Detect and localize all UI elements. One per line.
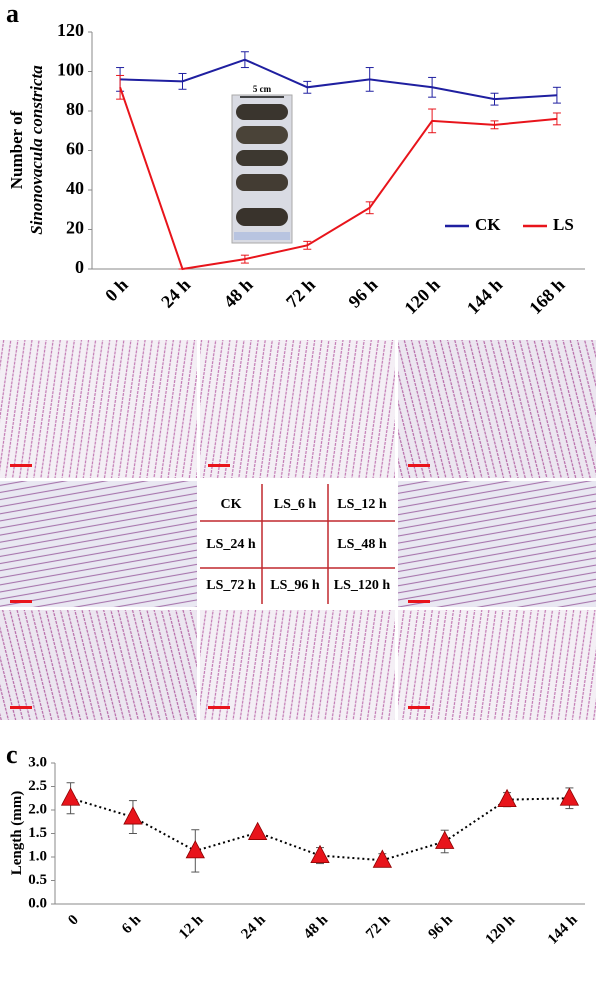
x-tick-label: 144 h	[545, 911, 581, 947]
key-label: LS_24 h	[206, 537, 256, 552]
legend-label: CK	[475, 215, 501, 234]
x-tick-label: 96 h	[425, 911, 456, 942]
inset-label: 5 cm	[253, 84, 272, 94]
x-tick-label: 6 h	[119, 911, 145, 937]
panel-label: c	[6, 740, 18, 769]
key-label: LS_96 h	[270, 578, 320, 593]
marker	[310, 844, 330, 863]
y-axis-label: Number ofSinonovacula constricta	[7, 65, 46, 235]
marker	[497, 788, 517, 808]
x-tick-label: 48 h	[220, 275, 257, 312]
y-tick-label: 2.5	[28, 778, 47, 794]
y-tick-label: 40	[66, 178, 84, 198]
y-tick-label: 120	[57, 20, 84, 40]
x-tick-label: 0 h	[101, 275, 132, 306]
y-tick-label: 80	[66, 99, 84, 119]
x-tick-label: 72 h	[363, 911, 394, 942]
y-tick-label: 3.0	[28, 754, 47, 770]
series-line	[120, 58, 557, 101]
y-tick-label: 0.5	[28, 872, 47, 888]
x-tick-label: 120 h	[483, 911, 519, 947]
legend-label: LS	[553, 215, 574, 234]
x-tick-label: 24 h	[238, 911, 269, 942]
micrographs	[0, 340, 596, 720]
x-tick-label: 168 h	[525, 275, 568, 318]
y-tick-label: 0	[75, 257, 84, 277]
x-tick-label: 0	[65, 912, 82, 929]
marker	[247, 821, 268, 840]
marker	[559, 787, 580, 806]
x-tick-label: 72 h	[282, 275, 319, 312]
key-label: LS_6 h	[274, 497, 317, 512]
key-label: CK	[221, 497, 242, 512]
marker	[60, 787, 81, 806]
key-label: LS_48 h	[337, 537, 387, 552]
y-tick-label: 1.5	[28, 825, 47, 841]
y-axis-label: Length (mm)	[9, 791, 25, 876]
y-tick-label: 100	[57, 60, 84, 80]
inset-photo	[231, 94, 293, 244]
x-tick-label: 120 h	[400, 275, 443, 318]
x-tick-label: 24 h	[157, 275, 194, 312]
series-line	[70, 797, 570, 862]
panel-label: a	[6, 0, 19, 28]
marker	[372, 849, 393, 868]
y-label-line: Sinonovacula constricta	[27, 65, 46, 235]
x-tick-label: 12 h	[176, 911, 207, 942]
y-tick-label: 60	[66, 139, 84, 159]
marker	[435, 830, 455, 849]
marker	[185, 840, 205, 859]
y-label-line: Number of	[7, 110, 26, 189]
y-tick-label: 20	[66, 218, 84, 238]
y-tick-label: 0.0	[28, 895, 47, 911]
key-label: LS_12 h	[337, 497, 387, 512]
y-label-line: Length (mm)	[9, 791, 25, 876]
y-tick-label: 2.0	[28, 801, 47, 817]
key-label: LS_72 h	[206, 578, 256, 593]
x-tick-label: 48 h	[301, 911, 332, 942]
y-tick-label: 1.0	[28, 848, 47, 864]
x-tick-label: 144 h	[463, 275, 506, 318]
key-label: LS_120 h	[334, 578, 391, 593]
x-tick-label: 96 h	[344, 275, 381, 312]
marker	[123, 806, 143, 825]
series-line	[119, 86, 558, 271]
